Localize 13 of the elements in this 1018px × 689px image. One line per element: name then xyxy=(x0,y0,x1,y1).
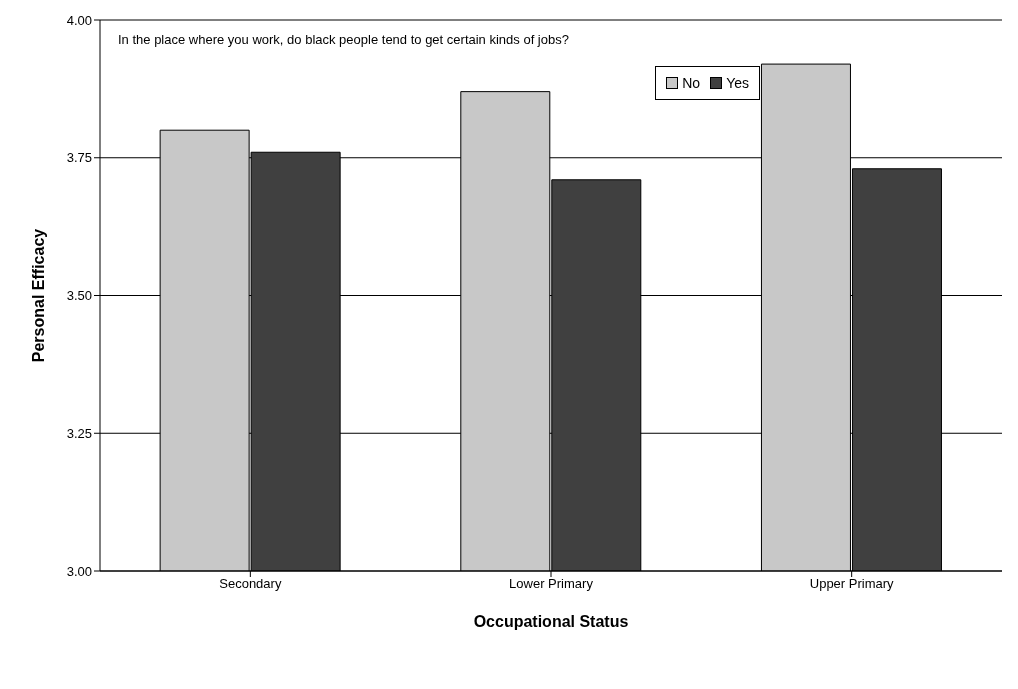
legend-label: Yes xyxy=(726,75,749,91)
y-tick-label: 3.25 xyxy=(66,425,92,441)
x-tick-label: Lower Primary xyxy=(509,576,594,592)
y-tick-label: 3.50 xyxy=(66,288,92,304)
x-tick-label: Upper Primary xyxy=(809,576,895,592)
x-tick-label: Secondary xyxy=(219,576,282,592)
legend-label: No xyxy=(682,75,701,91)
x-axis-title: Occupational Status xyxy=(473,613,629,630)
y-tick-label: 3.75 xyxy=(66,150,92,166)
y-axis-title: Personal Efficacy xyxy=(29,228,47,363)
y-tick-label: 3.00 xyxy=(66,563,92,579)
text: In the place where you work, do black people tend to get certain kinds of jobs? xyxy=(118,32,569,47)
y-tick-label: 4.00 xyxy=(66,12,92,28)
